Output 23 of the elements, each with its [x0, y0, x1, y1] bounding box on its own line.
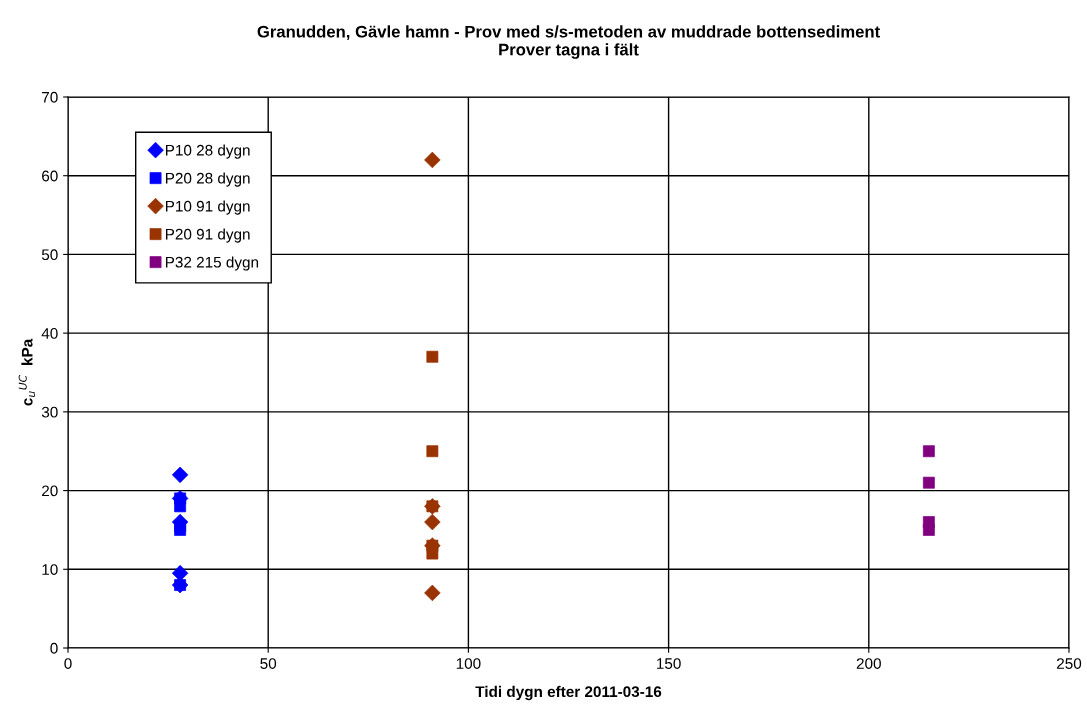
y-tick-label: 30 — [41, 406, 58, 418]
y-tick-label: 60 — [42, 170, 58, 182]
legend-label: P10 28 dygn — [165, 144, 250, 159]
chart-title: Granudden, Gävle hamn - Prov med s/s-metoden av muddrade bottensediment Prover tagna i fält — [257, 25, 880, 59]
legend-label: P32 215 dygn — [165, 256, 259, 271]
x-tick-label: 200 — [856, 658, 881, 669]
point — [424, 151, 441, 169]
x-tick-label: 150 — [657, 658, 681, 669]
x-tick-label: 0 — [64, 658, 72, 669]
y-axis-title: c$_{u}$$^{UC}$ kPa — [18, 338, 36, 406]
x-tick-label: 250 — [1057, 658, 1082, 669]
y-tick-label: 70 — [42, 91, 58, 103]
y-tick-label: 20 — [42, 485, 58, 497]
x-tick-label: 100 — [456, 658, 481, 669]
legend-label: P20 28 dygn — [165, 172, 250, 187]
x-tick-label: 50 — [260, 658, 277, 669]
legend-label: P20 91 dygn — [165, 228, 250, 243]
y-tick-label: 10 — [42, 564, 58, 575]
y-tick-label: 50 — [41, 249, 58, 261]
y-tick-label: 0 — [50, 642, 58, 654]
y-tick-label: 40 — [41, 328, 58, 339]
x-axis-title: Tidi dygn efter 2011-03-16 — [475, 685, 662, 701]
legend-label: P10 91 dygn — [165, 200, 250, 215]
